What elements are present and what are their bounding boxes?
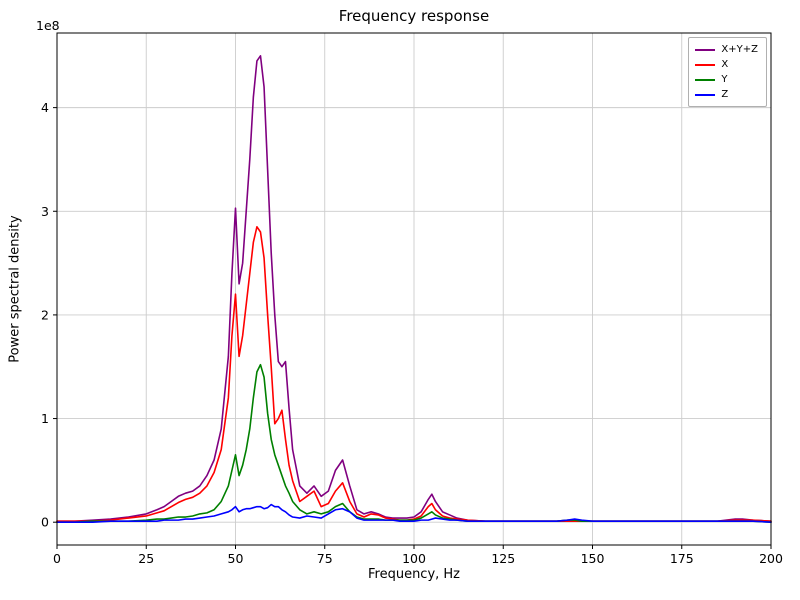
legend-line-swatch: [695, 48, 716, 51]
x-tick-label: 100: [402, 551, 426, 566]
legend-entry-X+Y+Z: X+Y+Z: [695, 42, 758, 57]
y-tick-label: 1: [41, 411, 49, 426]
y-tick-label: 4: [41, 100, 49, 115]
x-tick-label: 75: [317, 551, 333, 566]
y-axis-label: Power spectral density: [7, 215, 23, 363]
series-line-Y: [56, 363, 772, 524]
chart-title: Frequency response: [338, 7, 490, 25]
legend-entry-Y: Y: [695, 72, 758, 87]
y-tick-label: 3: [41, 204, 49, 219]
y-tick-label: 2: [41, 307, 49, 322]
y-tick-label: 0: [41, 515, 49, 530]
legend-label: X+Y+Z: [721, 44, 758, 55]
legend-line-swatch: [695, 93, 716, 96]
legend-entry-Z: Z: [695, 87, 758, 102]
y-axis-offset-label: 1e8: [36, 18, 60, 33]
legend-entry-X: X: [695, 57, 758, 72]
legend-label: Y: [721, 74, 728, 85]
x-tick-label: 0: [53, 551, 61, 566]
x-axis-label: Frequency, Hz: [367, 567, 461, 582]
legend: X+Y+Z X Y Z: [688, 37, 767, 107]
x-tick-label: 175: [670, 551, 694, 566]
x-tick-label: 25: [138, 551, 154, 566]
legend-line-swatch: [695, 78, 716, 81]
x-tick-label: 125: [491, 551, 515, 566]
legend-line-swatch: [695, 63, 716, 66]
legend-label: Z: [721, 89, 729, 100]
legend-label: X: [721, 59, 729, 70]
x-tick-label: 50: [228, 551, 244, 566]
series-line-X: [56, 226, 772, 522]
x-tick-label: 150: [581, 551, 605, 566]
series-line-Z: [56, 503, 772, 524]
x-tick-label: 200: [759, 551, 783, 566]
